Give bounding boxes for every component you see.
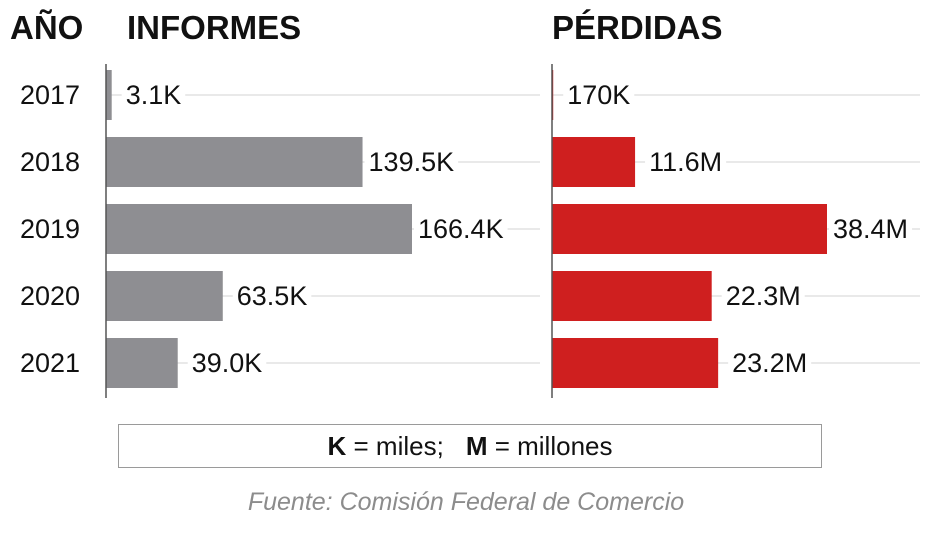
- source-note: Fuente: Comisión Federal de Comercio: [247, 488, 685, 516]
- reports-data-label-backing: [364, 147, 459, 177]
- legend-m-key: M: [465, 430, 488, 461]
- losses-data-label-backing: [829, 214, 913, 244]
- losses-data-label-backing: [645, 147, 727, 177]
- reports-data-label-backing: [187, 348, 267, 378]
- bar-chart-canvas: 2017 2018 2019 2020 2021 3.1K 139.5K 166.4K 63.5…: [20, 64, 920, 398]
- reports-data-label: 39.0K: [192, 348, 263, 378]
- year-tick-label: 2017: [20, 80, 80, 110]
- losses-bar: [552, 204, 827, 254]
- reports-bar: [106, 70, 112, 120]
- legend-k-key: K: [327, 430, 347, 461]
- losses-data-label: 11.6M: [649, 147, 722, 177]
- losses-data-label: 22.3M: [726, 281, 801, 311]
- year-tick-label: 2019: [20, 214, 80, 244]
- year-tick-label: 2021: [20, 348, 80, 378]
- reports-data-label: 63.5K: [237, 281, 308, 311]
- reports-bar: [106, 137, 363, 187]
- year-column-header: AÑO: [10, 9, 84, 46]
- losses-data-label: 170K: [567, 80, 630, 110]
- legend-k-text: = miles;: [346, 430, 444, 461]
- reports-bar: [106, 204, 412, 254]
- units-legend: K = miles; M = millones: [118, 424, 822, 468]
- reports-data-label-backing: [121, 80, 186, 110]
- losses-bar: [552, 137, 636, 187]
- losses-bar: [552, 338, 719, 388]
- losses-data-label-backing: [721, 281, 805, 311]
- losses-data-label-backing: [563, 80, 635, 110]
- reports-data-label: 166.4K: [418, 214, 504, 244]
- legend-m-text: = millones: [487, 430, 613, 461]
- reports-data-label-backing: [232, 281, 312, 311]
- reports-data-label-backing: [414, 214, 508, 244]
- reports-bar: [106, 338, 178, 388]
- losses-bar: [552, 271, 712, 321]
- reports-data-label: 139.5K: [369, 147, 455, 177]
- reports-data-label: 3.1K: [126, 80, 182, 110]
- losses-column-header: PÉRDIDAS: [552, 9, 723, 46]
- losses-data-label: 23.2M: [732, 348, 807, 378]
- losses-data-label-backing: [728, 348, 812, 378]
- reports-bar: [106, 271, 223, 321]
- losses-data-label: 38.4M: [833, 214, 908, 244]
- year-tick-label: 2020: [20, 281, 80, 311]
- year-tick-label: 2018: [20, 147, 80, 177]
- reports-column-header: INFORMES: [127, 9, 302, 46]
